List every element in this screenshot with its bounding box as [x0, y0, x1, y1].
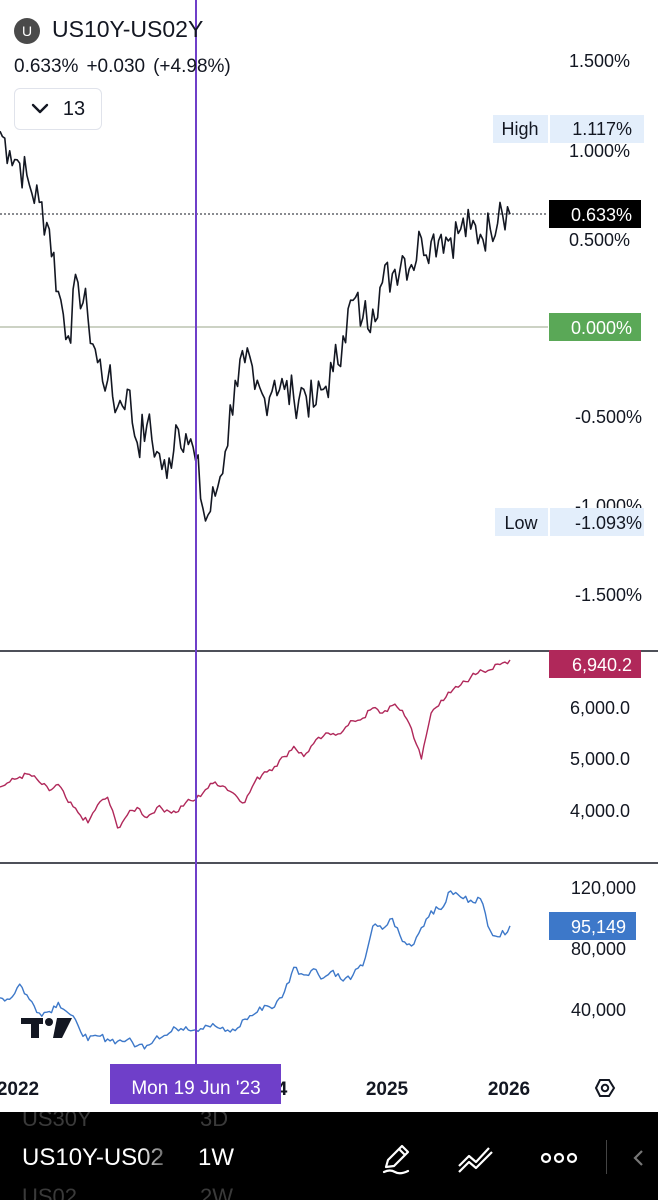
indicators-collapse-button[interactable]: 13	[14, 88, 102, 130]
series-line-pane3[interactable]	[0, 890, 511, 1050]
trend-lines-icon	[458, 1147, 493, 1173]
chevron-left-icon	[633, 1150, 643, 1166]
price-change-text: +0.030	[86, 56, 146, 77]
tradingview-logo-icon[interactable]	[21, 1018, 72, 1038]
time-label-2026: 2026	[488, 1079, 530, 1100]
interval-picker-prev[interactable]: 3D	[200, 1112, 229, 1131]
axis-label-pane3-1: 120,000	[571, 878, 636, 898]
axis-label-pane2-1: 6,000.0	[570, 698, 630, 718]
pencil-icon	[382, 1144, 410, 1175]
time-label-2025: 2025	[366, 1079, 409, 1100]
price-axis-pane3[interactable]: 120,000 80,000 40,000	[571, 878, 636, 1020]
time-label-2022: 2022	[0, 1079, 39, 1100]
price-axis-pane2[interactable]: 6,000.0 5,000.0 4,000.0	[570, 698, 630, 821]
symbol-logo-icon[interactable]: U	[14, 18, 40, 44]
symbol-fade	[140, 1138, 180, 1178]
drawing-tool-button[interactable]	[374, 1136, 418, 1180]
last-price-text: 0.633%	[14, 56, 79, 77]
time-axis[interactable]: 2022 4 2025 2026 Mon 19 Jun '23	[0, 1064, 530, 1104]
last-price-value: 0.633%	[571, 205, 632, 225]
high-label: High	[501, 119, 538, 139]
toolbar-next-button[interactable]	[618, 1136, 658, 1180]
more-button[interactable]	[537, 1136, 581, 1180]
symbol-picker-prev[interactable]: US30Y	[22, 1112, 92, 1131]
symbol-picker-next[interactable]: US02	[22, 1184, 78, 1200]
pane2-last-badge: 6,940.2	[549, 650, 641, 678]
interval-picker-next[interactable]: 2W	[200, 1184, 233, 1200]
axis-label-pane2-3: 4,000.0	[570, 801, 630, 821]
crosshair-time-badge	[110, 1064, 281, 1104]
series-line-pane2[interactable]	[0, 659, 511, 829]
quote-line: 0.633% +0.030 (+4.98%)	[14, 56, 239, 78]
pane3-last-badge: 95,149	[549, 912, 636, 940]
high-marker: High 1.117%	[493, 115, 644, 143]
bottom-toolbar: US30Y 3D US10Y-US02 1W US02 2W	[0, 1112, 658, 1200]
trend-tools-button[interactable]	[454, 1136, 498, 1180]
indicators-count: 13	[62, 97, 86, 120]
time-label-partial: 4	[277, 1079, 288, 1100]
crosshair-time-label: Mon 19 Jun '23	[131, 1078, 260, 1099]
axis-label-main-1: 1.500%	[569, 51, 630, 71]
last-price-badge: 0.633%	[549, 200, 641, 228]
more-icon	[540, 1152, 578, 1164]
chart-settings-icon[interactable]	[594, 1079, 616, 1097]
toolbar-divider	[606, 1140, 607, 1174]
pane2-last-value: 6,940.2	[572, 655, 632, 675]
zero-price-value: 0.000%	[571, 318, 632, 338]
low-label: Low	[504, 513, 538, 533]
axis-label-main-6: -1.500%	[575, 585, 642, 605]
low-value: -1.093%	[575, 513, 642, 533]
low-marker: Low -1.093%	[495, 508, 644, 536]
axis-label-main-3: 0.500%	[569, 230, 630, 250]
interval-picker[interactable]: 1W	[198, 1144, 234, 1171]
symbol-title[interactable]: US10Y-US02Y	[52, 16, 204, 42]
zero-price-badge: 0.000%	[549, 313, 641, 341]
series-line-spread[interactable]	[0, 130, 511, 522]
axis-label-main-4: -0.500%	[575, 407, 642, 427]
pane3-last-value: 95,149	[571, 917, 626, 937]
axis-label-pane3-2: 80,000	[571, 939, 626, 959]
chart-canvas[interactable]: 1.500% 1.000% 0.500% -0.500% -1.000% -1.…	[0, 0, 658, 1112]
axis-label-main-2: 1.000%	[569, 141, 630, 161]
axis-label-pane3-3: 40,000	[571, 1000, 626, 1020]
axis-label-pane2-2: 5,000.0	[570, 749, 630, 769]
high-value: 1.117%	[572, 119, 632, 139]
chevron-down-icon	[31, 103, 49, 114]
price-change-percent: (+4.98%)	[153, 56, 231, 77]
